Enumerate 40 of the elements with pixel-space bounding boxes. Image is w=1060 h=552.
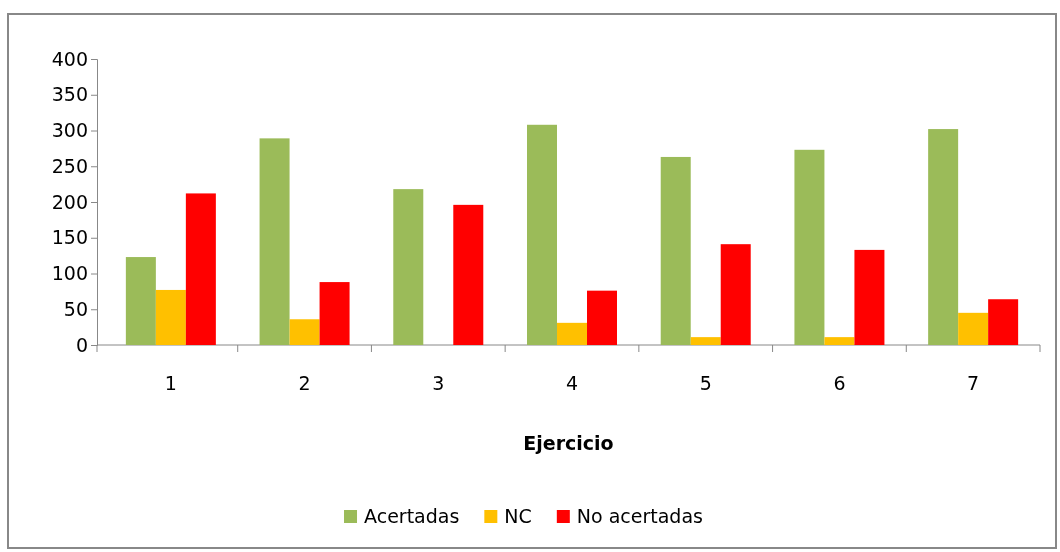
x-tick-label: 1 [164,372,177,394]
y-tick-label: 150 [51,226,88,249]
y-tick-label: 0 [75,333,88,356]
bar [557,322,587,345]
y-tick-label: 200 [51,190,88,213]
bar [125,257,156,345]
bar [958,312,989,345]
bar [155,289,186,345]
y-tick-label: 50 [63,297,88,320]
bar [587,290,617,345]
x-tick-label: 3 [432,372,445,394]
bar [690,337,721,345]
bar [660,156,691,345]
bar [854,249,885,345]
y-tick-label: 300 [51,119,88,142]
y-tick-label: 250 [51,154,88,177]
legend-label: NC [504,505,532,527]
bar [824,337,855,345]
bar [319,282,350,345]
bar [259,138,290,345]
bar [928,129,959,345]
bar [720,244,751,345]
bar [527,124,557,345]
bar [794,149,825,345]
y-tick-label: 100 [51,262,88,285]
bar [393,189,424,345]
y-tick-label: 400 [51,47,88,70]
bar [185,193,216,345]
legend-label: No acertadas [576,505,703,527]
x-tick-label: 4 [565,372,579,394]
x-tick-label: 7 [967,372,980,394]
legend-label: Acertadas [364,505,460,527]
bar [988,299,1019,345]
x-tick-label: 6 [833,372,846,394]
bar [289,319,320,345]
bar [453,204,484,345]
x-tick-label: 2 [298,372,311,394]
x-axis-title: Ejercicio [523,432,614,454]
x-tick-label: 5 [699,372,712,394]
y-tick-label: 350 [51,83,88,106]
